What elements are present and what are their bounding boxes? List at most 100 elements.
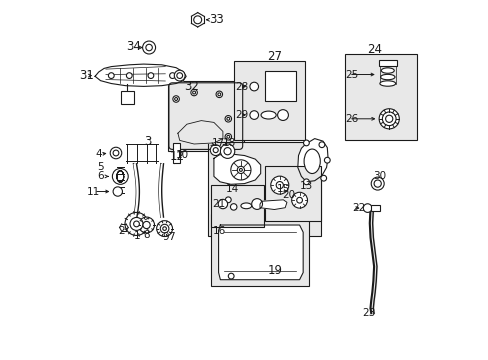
Text: 24: 24	[366, 43, 381, 56]
Circle shape	[373, 180, 381, 187]
Bar	[207, 142, 321, 236]
Circle shape	[239, 168, 242, 171]
Text: 2: 2	[118, 226, 124, 237]
Circle shape	[378, 109, 399, 129]
Ellipse shape	[261, 111, 276, 119]
Circle shape	[174, 98, 177, 100]
Circle shape	[303, 140, 309, 146]
Circle shape	[216, 91, 222, 98]
Text: 8: 8	[143, 230, 150, 240]
Text: 12: 12	[170, 150, 184, 163]
Circle shape	[270, 176, 288, 194]
Text: 10: 10	[175, 150, 188, 160]
Circle shape	[220, 144, 234, 158]
Circle shape	[226, 135, 229, 138]
Circle shape	[218, 199, 227, 209]
Bar	[121, 91, 134, 104]
Circle shape	[251, 199, 262, 210]
Circle shape	[172, 96, 179, 102]
Circle shape	[192, 91, 195, 94]
Circle shape	[324, 157, 329, 163]
Text: 1: 1	[134, 231, 140, 241]
Circle shape	[133, 221, 139, 227]
Text: 28: 28	[235, 82, 248, 91]
Text: 30: 30	[373, 171, 386, 181]
Text: 18: 18	[223, 138, 236, 148]
Ellipse shape	[381, 62, 393, 67]
Bar	[264, 71, 295, 101]
Text: 21: 21	[212, 199, 225, 209]
Bar	[344, 54, 416, 140]
Text: 32: 32	[183, 80, 199, 93]
Ellipse shape	[380, 75, 394, 80]
Text: 27: 27	[266, 50, 281, 63]
Circle shape	[220, 201, 227, 208]
Text: 13: 13	[299, 181, 312, 192]
Circle shape	[130, 217, 142, 230]
Bar	[370, 205, 380, 211]
Circle shape	[156, 221, 172, 237]
Polygon shape	[218, 225, 303, 280]
Circle shape	[190, 89, 197, 96]
Bar	[211, 214, 308, 286]
Text: 17: 17	[211, 138, 224, 148]
Circle shape	[291, 192, 307, 208]
Circle shape	[142, 41, 155, 54]
Bar	[265, 166, 321, 221]
Circle shape	[113, 150, 119, 156]
Circle shape	[145, 44, 152, 51]
Circle shape	[249, 82, 258, 91]
Polygon shape	[178, 121, 223, 144]
Text: 29: 29	[235, 110, 248, 120]
Bar	[378, 60, 396, 66]
Circle shape	[169, 73, 175, 78]
Circle shape	[230, 204, 237, 210]
Circle shape	[174, 70, 185, 81]
Circle shape	[110, 147, 122, 159]
Text: 7: 7	[168, 232, 174, 242]
Circle shape	[193, 16, 201, 24]
Text: 4: 4	[95, 149, 102, 159]
Circle shape	[224, 148, 231, 155]
Circle shape	[296, 197, 302, 203]
Circle shape	[213, 148, 218, 153]
Circle shape	[139, 217, 154, 233]
Circle shape	[108, 73, 114, 78]
Text: 11: 11	[87, 186, 100, 197]
Circle shape	[163, 227, 166, 230]
Text: 15: 15	[276, 184, 289, 194]
Polygon shape	[260, 200, 286, 210]
Polygon shape	[213, 154, 260, 184]
Text: 5: 5	[97, 162, 103, 172]
Circle shape	[385, 115, 392, 122]
Text: 33: 33	[209, 13, 224, 26]
Text: 14: 14	[225, 184, 239, 194]
Circle shape	[320, 175, 326, 181]
Circle shape	[225, 197, 231, 203]
Ellipse shape	[241, 203, 251, 209]
Text: 20: 20	[282, 190, 295, 200]
Circle shape	[148, 73, 153, 78]
Text: 23: 23	[362, 308, 375, 318]
Circle shape	[228, 273, 234, 279]
Ellipse shape	[381, 68, 393, 73]
Text: 34: 34	[125, 40, 140, 53]
Circle shape	[237, 166, 244, 174]
Ellipse shape	[304, 149, 320, 174]
Circle shape	[370, 177, 384, 190]
Bar	[234, 61, 304, 140]
Circle shape	[230, 160, 250, 180]
Circle shape	[226, 117, 229, 120]
Circle shape	[160, 224, 168, 233]
Polygon shape	[297, 139, 327, 182]
Text: 31: 31	[79, 69, 94, 82]
Circle shape	[249, 111, 258, 120]
Circle shape	[382, 112, 395, 126]
Text: 6: 6	[97, 171, 103, 181]
Circle shape	[277, 110, 288, 121]
Bar	[211, 185, 263, 227]
Bar	[168, 81, 244, 151]
Circle shape	[276, 181, 283, 189]
Circle shape	[224, 116, 231, 122]
Circle shape	[142, 221, 150, 229]
